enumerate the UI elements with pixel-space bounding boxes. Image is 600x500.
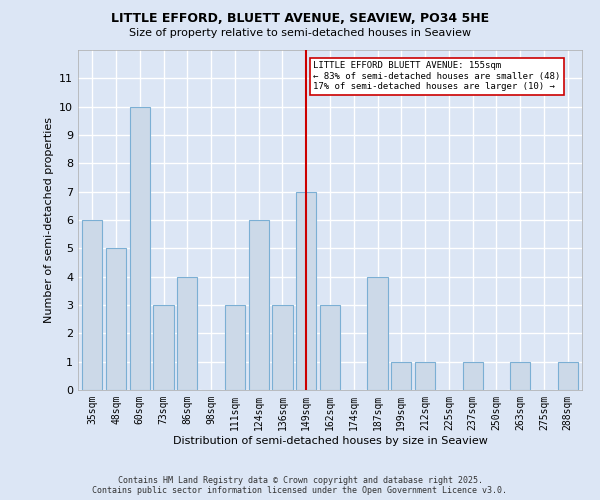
Bar: [130, 106, 150, 390]
Text: LITTLE EFFORD BLUETT AVENUE: 155sqm
← 83% of semi-detached houses are smaller (4: LITTLE EFFORD BLUETT AVENUE: 155sqm ← 83…: [313, 62, 560, 91]
Text: Contains HM Land Registry data © Crown copyright and database right 2025.
Contai: Contains HM Land Registry data © Crown c…: [92, 476, 508, 495]
Bar: [415, 362, 435, 390]
Bar: [391, 362, 412, 390]
X-axis label: Distribution of semi-detached houses by size in Seaview: Distribution of semi-detached houses by …: [173, 436, 487, 446]
Text: LITTLE EFFORD, BLUETT AVENUE, SEAVIEW, PO34 5HE: LITTLE EFFORD, BLUETT AVENUE, SEAVIEW, P…: [111, 12, 489, 26]
Text: Size of property relative to semi-detached houses in Seaview: Size of property relative to semi-detach…: [129, 28, 471, 38]
Bar: [177, 276, 197, 390]
Bar: [510, 362, 530, 390]
Bar: [296, 192, 316, 390]
Bar: [320, 305, 340, 390]
Bar: [154, 305, 173, 390]
Bar: [82, 220, 103, 390]
Bar: [463, 362, 483, 390]
Bar: [248, 220, 269, 390]
Bar: [272, 305, 293, 390]
Y-axis label: Number of semi-detached properties: Number of semi-detached properties: [44, 117, 53, 323]
Bar: [367, 276, 388, 390]
Bar: [557, 362, 578, 390]
Bar: [106, 248, 126, 390]
Bar: [225, 305, 245, 390]
